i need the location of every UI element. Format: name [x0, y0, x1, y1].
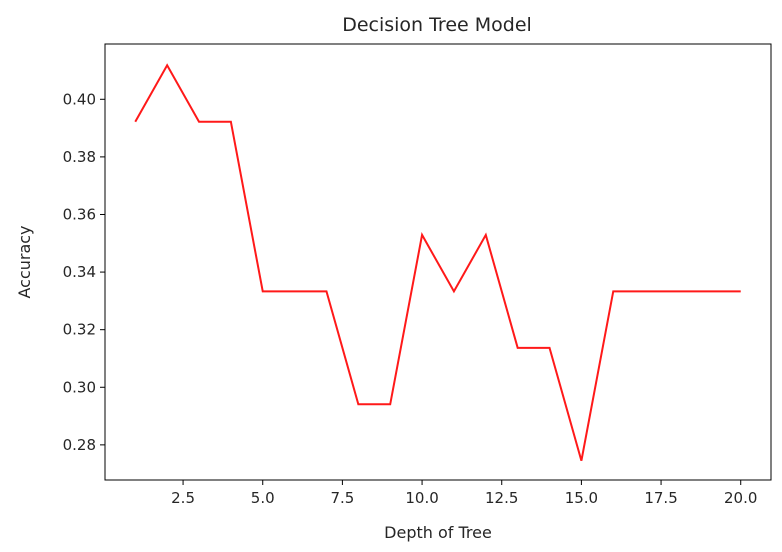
y-tick-label: 0.28 [63, 436, 96, 454]
x-tick-label: 17.5 [644, 489, 677, 507]
y-tick-label: 0.40 [63, 90, 96, 108]
axes-frame [104, 43, 772, 481]
x-tick-label: 2.5 [171, 489, 195, 507]
series-line-0 [134, 63, 741, 461]
y-tick-label: 0.34 [63, 263, 96, 281]
y-tick-label: 0.38 [63, 148, 96, 166]
x-tick-label: 20.0 [724, 489, 757, 507]
x-tick-label: 7.5 [330, 489, 354, 507]
x-axis-label: Depth of Tree [384, 523, 492, 542]
chart-title: Decision Tree Model [342, 14, 532, 36]
x-tick-label: 12.5 [485, 489, 518, 507]
y-axis-label: Accuracy [15, 225, 34, 298]
x-tick-label: 10.0 [405, 489, 438, 507]
y-tick-label: 0.36 [63, 205, 96, 223]
y-axis: 0.28 0.30 0.32 0.34 0.36 0.38 0.40 [63, 90, 105, 454]
x-tick-label: 5.0 [251, 489, 275, 507]
y-tick-label: 0.32 [63, 321, 96, 339]
y-tick-label: 0.30 [63, 378, 96, 396]
x-axis: 2.5 5.0 7.5 10.0 12.5 15.0 17.5 20.0 [171, 480, 757, 507]
plot-area [134, 63, 741, 461]
x-tick-label: 15.0 [565, 489, 598, 507]
